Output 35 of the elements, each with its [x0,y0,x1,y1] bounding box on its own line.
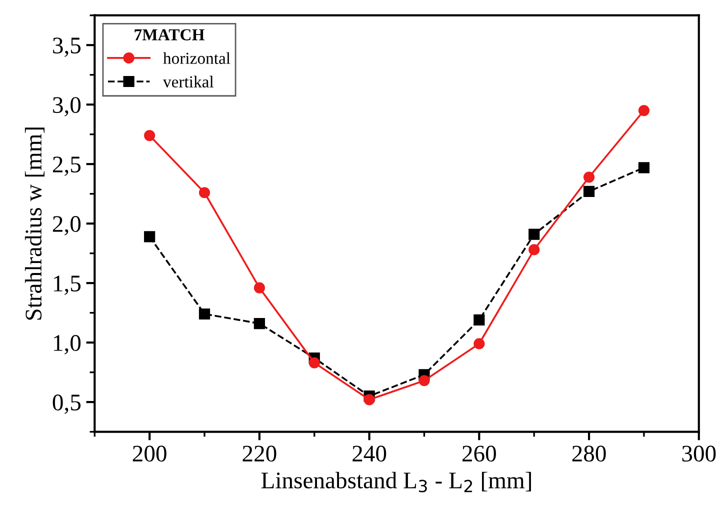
y-tick-label: 0,5 [52,394,81,414]
point [638,162,650,174]
point [198,187,210,198]
x-tick-label: 260 [462,446,496,462]
point [308,357,320,368]
point [528,228,540,240]
point [583,186,595,197]
point [144,231,156,242]
point [474,338,485,350]
point [638,104,650,116]
y-tick-label: 1,5 [54,276,81,295]
y-tick-label: 2,5 [52,156,81,176]
x-tick-label: 240 [352,446,386,462]
point [528,244,540,256]
point [254,282,265,294]
legend-label: vertikal [162,76,214,88]
y-tick-label: 3,5 [53,38,81,57]
x-tick-label: 220 [242,446,276,462]
y-tick-label: 1,0 [54,335,81,354]
point [418,375,430,386]
x-axis-title: Linsenabstand L$_{3}$ - L$_{2}$ [mm] [261,472,531,492]
x-tick-label: 300 [682,446,716,462]
point [364,394,375,406]
x-tick-label: 280 [572,446,606,462]
y-tick-label: 3,0 [53,97,81,116]
point [474,314,485,326]
point [198,308,210,320]
point [254,318,265,330]
x-tick-label: 200 [132,446,166,462]
legend-label: horizontal [163,52,230,64]
point [144,130,156,142]
y-axis-title: Strahlradius w [mm] [24,128,45,320]
legend-title: 7MATCH [134,29,204,40]
point [583,172,595,183]
y-tick-label: 2,0 [52,216,81,236]
